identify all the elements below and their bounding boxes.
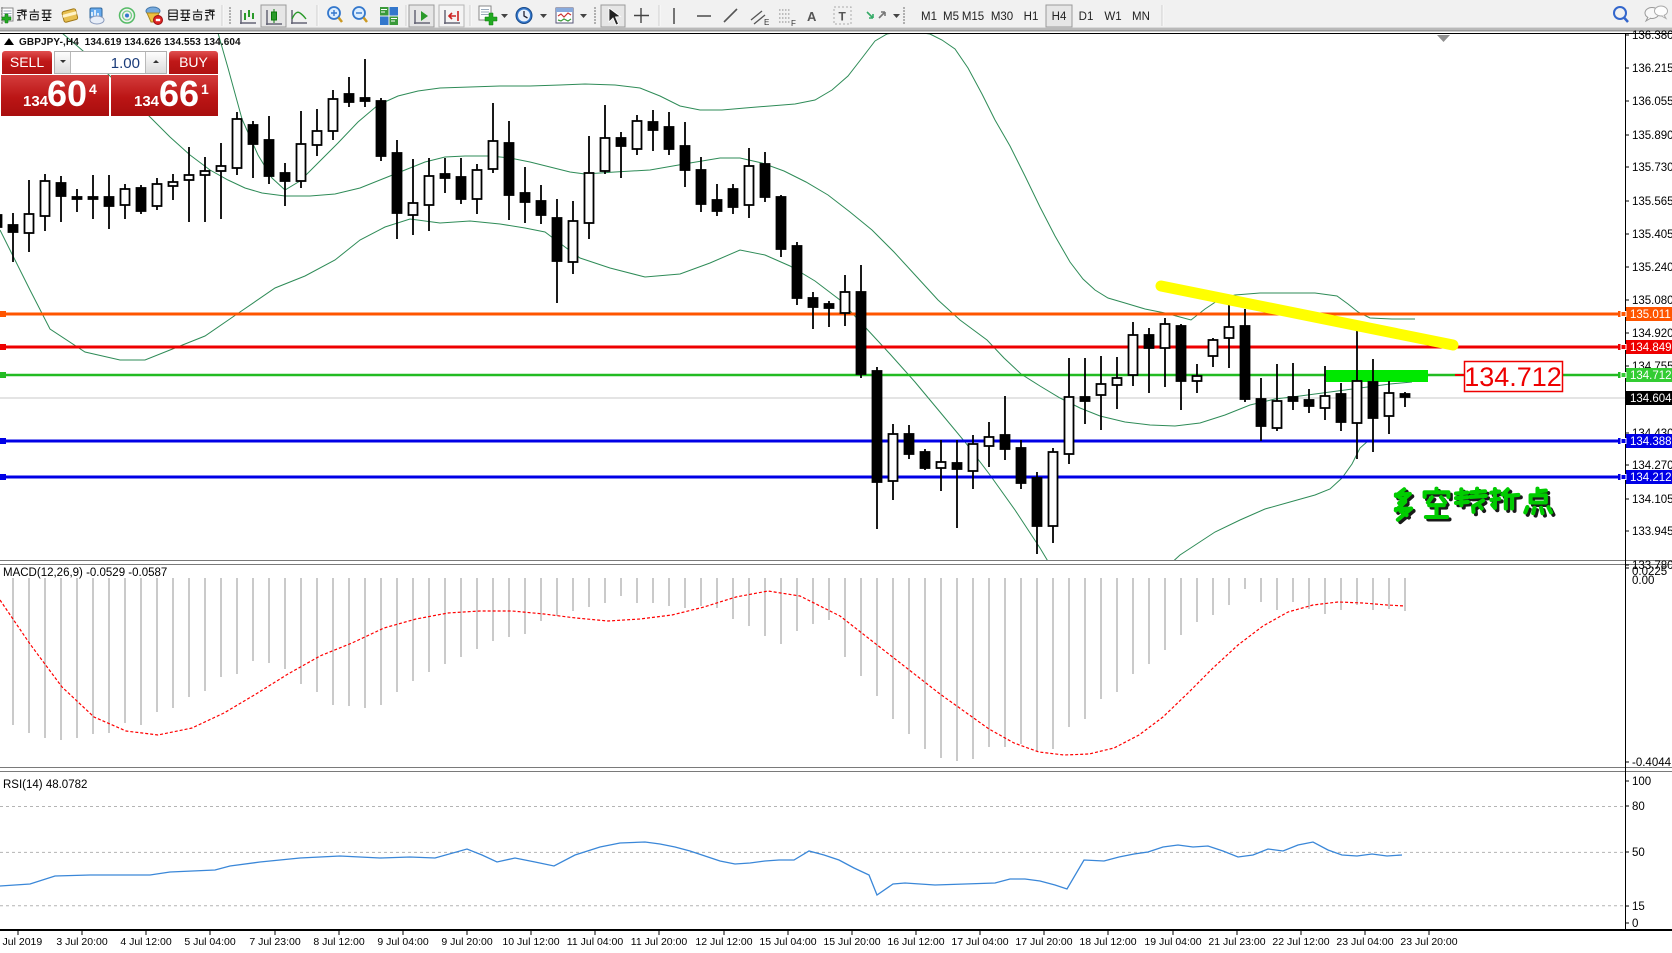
svg-text:50: 50 (1632, 847, 1645, 859)
svg-text:134.604: 134.604 (1630, 393, 1672, 405)
svg-text:15 Jul 04:00: 15 Jul 04:00 (759, 936, 816, 948)
svg-text:134.388: 134.388 (1630, 436, 1672, 448)
svg-text:136.215: 136.215 (1632, 63, 1672, 75)
svg-text:MACD(12,26,9) -0.0529 -0.0587: MACD(12,26,9) -0.0529 -0.0587 (3, 567, 167, 579)
svg-text:134.105: 134.105 (1632, 494, 1672, 506)
svg-text:MN: MN (1132, 11, 1150, 23)
svg-text:23 Jul 20:00: 23 Jul 20:00 (1400, 936, 1457, 948)
svg-text:8 Jul 12:00: 8 Jul 12:00 (313, 936, 365, 948)
svg-text:4 Jul 12:00: 4 Jul 12:00 (120, 936, 172, 948)
svg-text:23 Jul 04:00: 23 Jul 04:00 (1336, 936, 1393, 948)
svg-text:E: E (764, 18, 769, 27)
svg-text:22 Jul 12:00: 22 Jul 12:00 (1272, 936, 1329, 948)
svg-text:3 Jul 20:00: 3 Jul 20:00 (56, 936, 108, 948)
svg-text:0.00: 0.00 (1632, 575, 1654, 587)
svg-text:133.780: 133.780 (1632, 560, 1672, 572)
svg-text:135.890: 135.890 (1632, 130, 1672, 142)
svg-text:0.0225: 0.0225 (1632, 566, 1667, 578)
svg-text:7 Jul 23:00: 7 Jul 23:00 (249, 936, 301, 948)
svg-text:10 Jul 12:00: 10 Jul 12:00 (502, 936, 559, 948)
svg-text:134.849: 134.849 (1630, 342, 1672, 354)
svg-text:15: 15 (1632, 901, 1645, 913)
svg-text:21 Jul 23:00: 21 Jul 23:00 (1208, 936, 1265, 948)
svg-text:9 Jul 20:00: 9 Jul 20:00 (441, 936, 493, 948)
svg-text:11 Jul 20:00: 11 Jul 20:00 (631, 936, 688, 948)
svg-text:T: T (839, 10, 847, 24)
svg-text:133.945: 133.945 (1632, 526, 1672, 538)
svg-text:134.212: 134.212 (1630, 472, 1672, 484)
svg-text:0: 0 (1632, 918, 1638, 930)
svg-text:H4: H4 (1052, 11, 1067, 23)
svg-text:135.011: 135.011 (1630, 309, 1671, 321)
svg-text:100: 100 (1632, 776, 1651, 788)
svg-text:RSI(14) 48.0782: RSI(14) 48.0782 (3, 779, 87, 791)
svg-text:134.270: 134.270 (1632, 460, 1672, 472)
svg-text:M5: M5 (943, 11, 959, 23)
svg-text:12 Jul 12:00: 12 Jul 12:00 (695, 936, 752, 948)
svg-text:134.712: 134.712 (1464, 362, 1562, 392)
svg-text:18 Jul 12:00: 18 Jul 12:00 (1079, 936, 1136, 948)
svg-text:5 Jul 04:00: 5 Jul 04:00 (184, 936, 236, 948)
svg-text:W1: W1 (1104, 11, 1121, 23)
svg-text:-0.4044: -0.4044 (1632, 757, 1672, 769)
svg-text:M30: M30 (991, 11, 1013, 23)
svg-text:134.712: 134.712 (1630, 370, 1672, 382)
svg-text:A: A (807, 9, 817, 24)
svg-text:15 Jul 20:00: 15 Jul 20:00 (823, 936, 880, 948)
svg-text:M15: M15 (962, 11, 984, 23)
svg-text:136.055: 136.055 (1632, 96, 1672, 108)
svg-text:135.730: 135.730 (1632, 162, 1672, 174)
svg-text:3 Jul 2019: 3 Jul 2019 (0, 936, 42, 948)
svg-text:9 Jul 04:00: 9 Jul 04:00 (377, 936, 429, 948)
svg-text:136.380: 136.380 (1632, 30, 1672, 42)
svg-text:M1: M1 (921, 11, 937, 23)
svg-text:17 Jul 20:00: 17 Jul 20:00 (1015, 936, 1072, 948)
svg-text:135.240: 135.240 (1632, 262, 1672, 274)
svg-text:F: F (791, 19, 796, 28)
svg-text:135.405: 135.405 (1632, 229, 1672, 241)
svg-text:19 Jul 04:00: 19 Jul 04:00 (1144, 936, 1201, 948)
svg-text:H1: H1 (1024, 11, 1039, 23)
svg-text:17 Jul 04:00: 17 Jul 04:00 (951, 936, 1008, 948)
svg-text:134.920: 134.920 (1632, 328, 1672, 340)
svg-text:D1: D1 (1079, 11, 1094, 23)
svg-text:135.080: 135.080 (1632, 295, 1672, 307)
svg-text:16 Jul 12:00: 16 Jul 12:00 (887, 936, 944, 948)
svg-text:11 Jul 04:00: 11 Jul 04:00 (567, 936, 624, 948)
svg-text:80: 80 (1632, 801, 1645, 813)
svg-text:135.565: 135.565 (1632, 196, 1672, 208)
